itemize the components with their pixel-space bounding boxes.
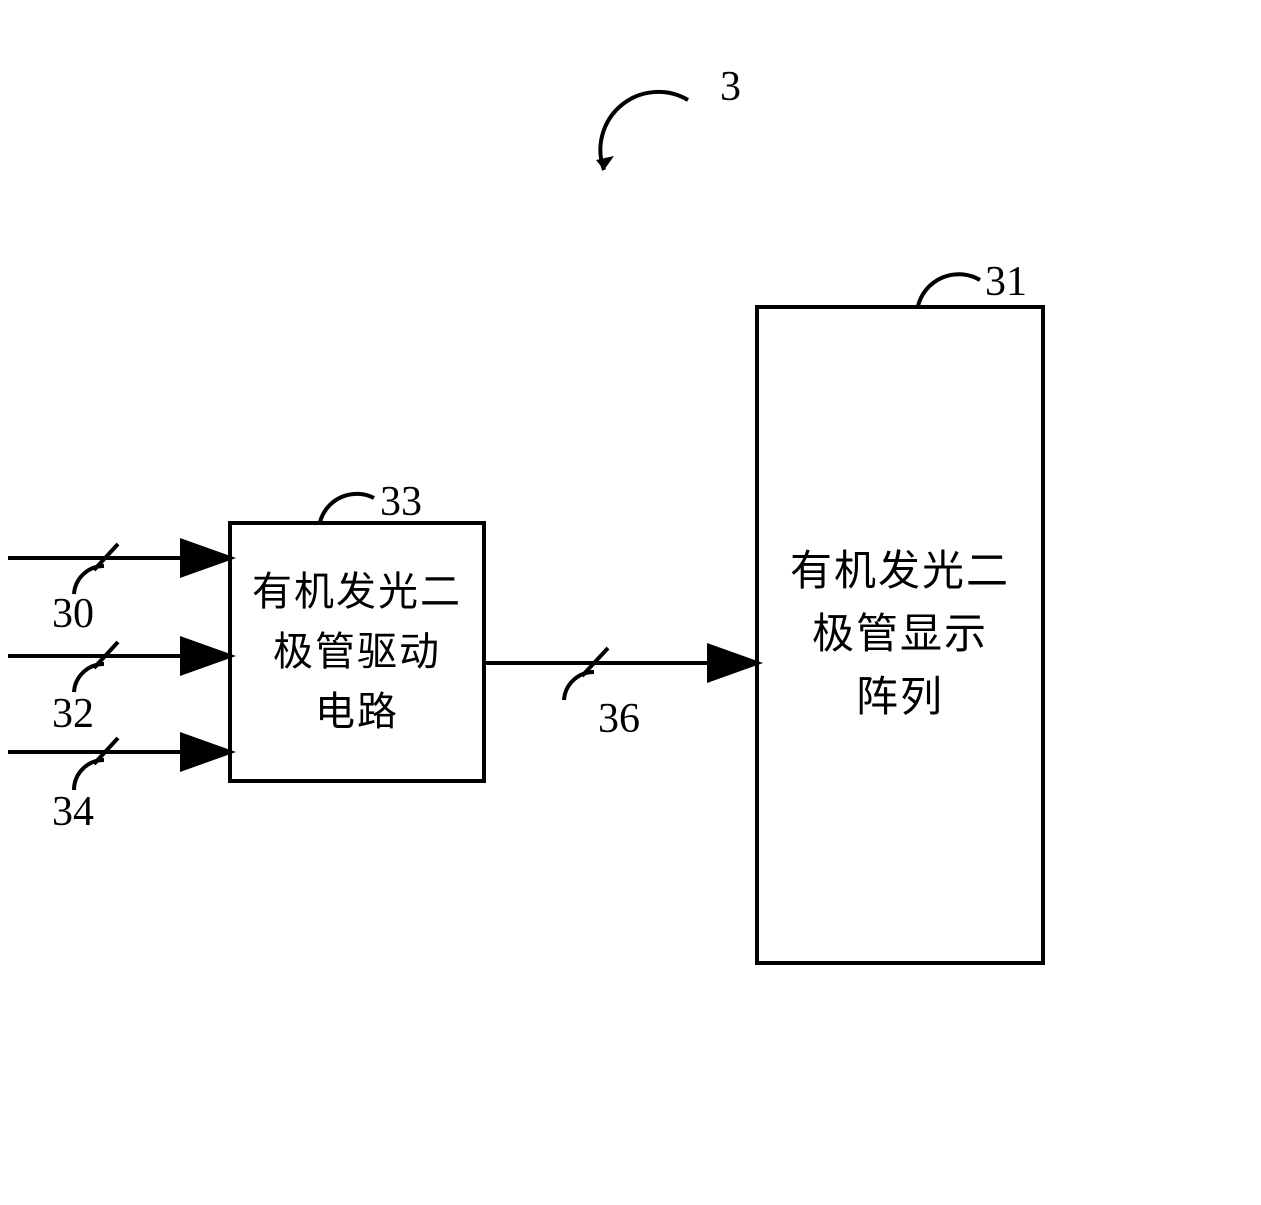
input2-label: 32	[52, 690, 94, 738]
system-label: 3	[720, 63, 741, 111]
input1-label: 30	[52, 590, 94, 638]
input3-label-arc	[74, 760, 104, 790]
system-label-arrowhead	[596, 156, 614, 170]
output-label-arc	[564, 672, 594, 700]
display-label-arc	[918, 274, 980, 306]
display-label: 31	[985, 258, 1027, 306]
driver-label-arc	[320, 494, 374, 522]
input3-label: 34	[52, 788, 94, 836]
driver-label: 33	[380, 478, 422, 526]
input2-label-arc	[74, 664, 104, 692]
diagram-svg	[0, 0, 1261, 1205]
output-label: 36	[598, 695, 640, 743]
system-label-arc	[600, 92, 688, 170]
